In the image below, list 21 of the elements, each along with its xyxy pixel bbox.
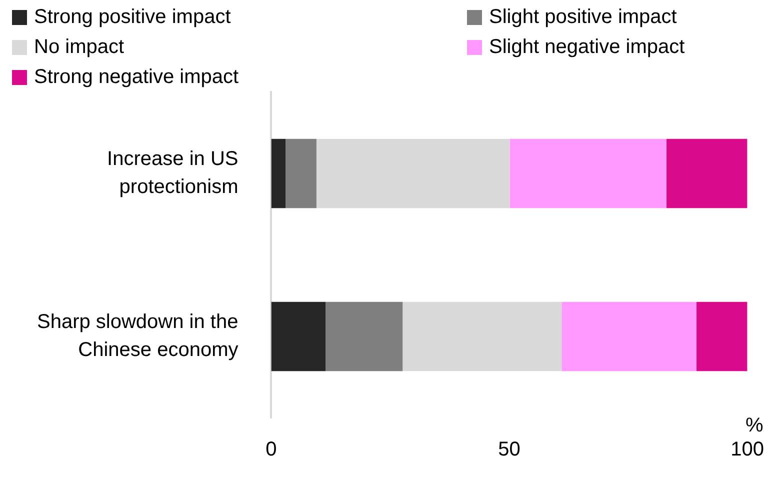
x-tick-label: 100	[730, 438, 764, 461]
bar	[326, 302, 403, 372]
bar	[316, 138, 510, 208]
bar	[666, 138, 748, 208]
x-tick-label: 50	[498, 438, 520, 461]
bar	[402, 302, 562, 372]
x-axis-title: %	[746, 414, 764, 437]
legend-label: Slight negative impact	[489, 35, 685, 60]
y-tick-label: Increase in US protectionism	[107, 148, 238, 198]
bar	[696, 302, 748, 372]
bar	[562, 302, 696, 372]
legend-label: No impact	[34, 35, 124, 60]
bar	[510, 138, 666, 208]
y-tick-label: Sharp slowdown in the Chinese economy	[36, 311, 238, 362]
bar	[286, 138, 316, 208]
bar	[271, 302, 326, 372]
legend-label: Strong negative impact	[34, 65, 239, 90]
x-tick-label: 0	[266, 438, 277, 461]
legend-label: Strong positive impact	[34, 5, 231, 30]
legend-label: Slight positive impact	[489, 5, 677, 30]
bar	[271, 138, 286, 208]
